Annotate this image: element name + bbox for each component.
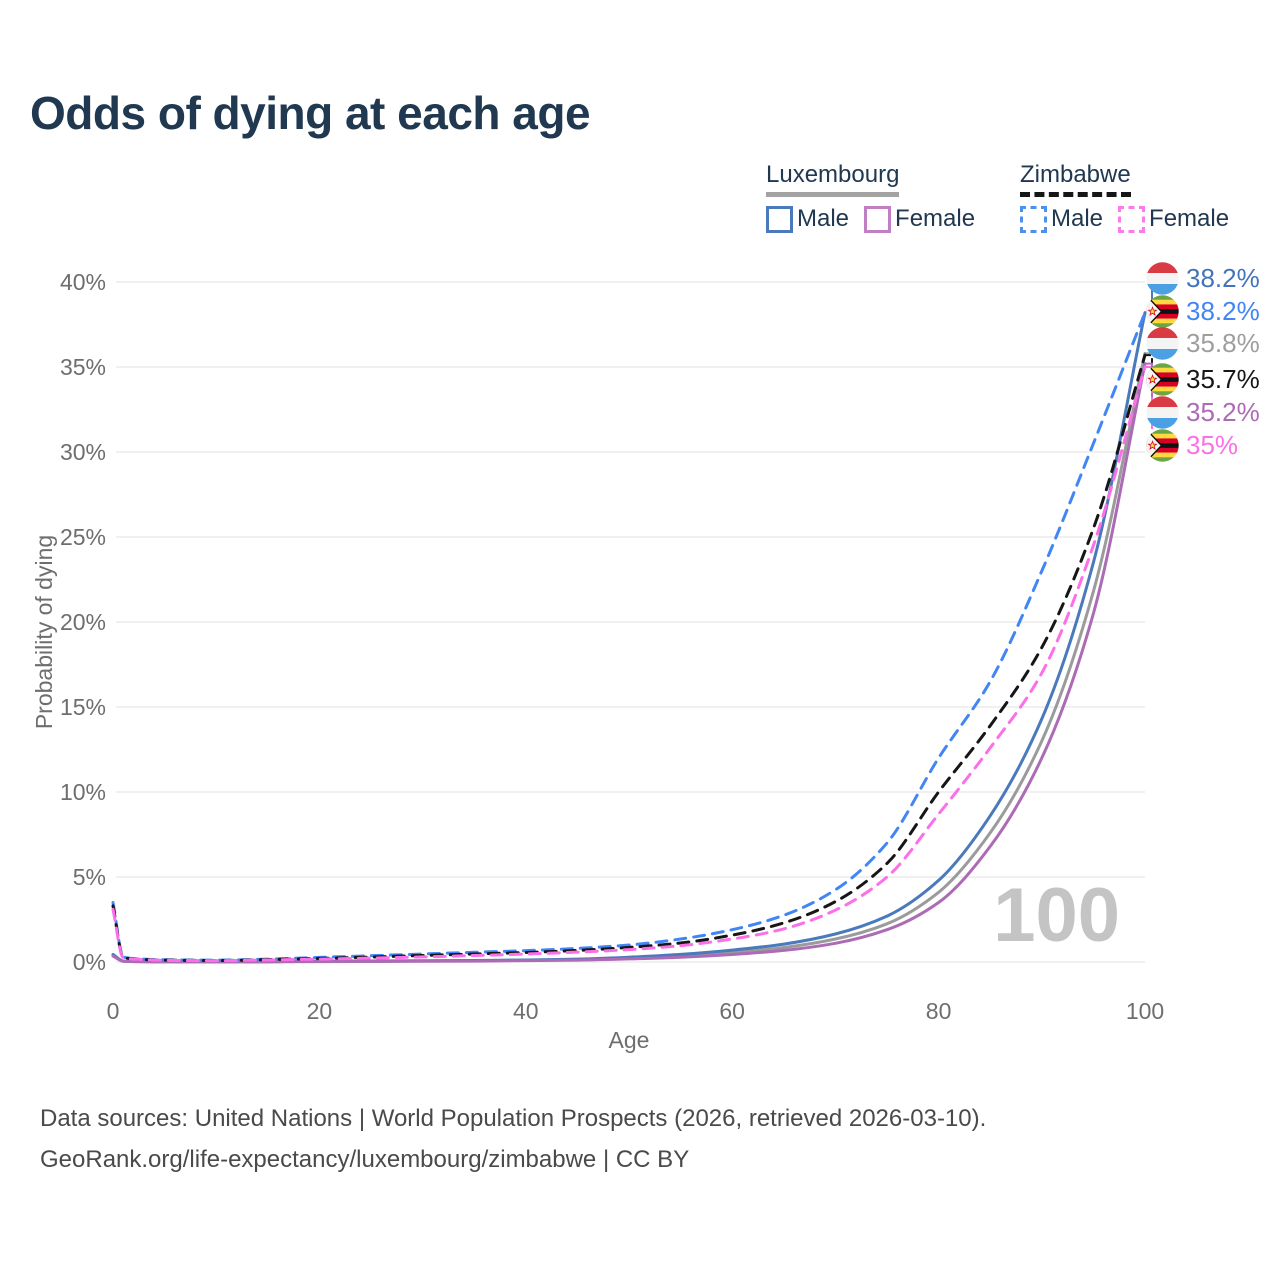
zimbabwe-flag-icon xyxy=(1146,428,1179,462)
end-label-zim_male: 38.2% xyxy=(1146,294,1260,328)
y-tick-35%: 35% xyxy=(60,354,106,380)
legend-group-zimbabwe: Zimbabwe Male Female xyxy=(1020,162,1229,233)
end-label-value-lux_total: 35.8% xyxy=(1186,327,1260,358)
legend-label-zimbabwe-male: Male xyxy=(1051,205,1104,232)
series-line-zim_male xyxy=(111,311,1147,962)
x-tick-0: 0 xyxy=(107,998,120,1024)
series-line-lux_total xyxy=(111,351,1147,964)
end-label-zim_female: 35% xyxy=(1146,428,1239,462)
y-tick-30%: 30% xyxy=(60,439,106,465)
luxembourg-flag-icon xyxy=(1146,326,1179,360)
legend-swatch-zimbabwe-female xyxy=(1118,205,1146,233)
footer-data-sources: Data sources: United Nations | World Pop… xyxy=(40,1105,987,1132)
legend-country-luxembourg: Luxembourg xyxy=(766,162,900,197)
luxembourg-flag-icon xyxy=(1146,261,1179,295)
legend-label-luxembourg-female: Female xyxy=(895,205,976,232)
end-label-lux_total: 35.8% xyxy=(1146,326,1260,360)
legend-swatch-zimbabwe-male xyxy=(1020,205,1047,233)
end-label-lux_male: 38.2% xyxy=(1146,261,1260,295)
legend-group-luxembourg: Luxembourg Male Female xyxy=(766,162,975,233)
legend-item-zimbabwe-female[interactable]: Female xyxy=(1118,205,1229,233)
legend-item-luxembourg-male[interactable]: Male xyxy=(766,205,849,233)
legend-items-luxembourg: Male Female xyxy=(766,205,975,233)
x-tick-60: 60 xyxy=(719,998,745,1024)
series-line-zim_total xyxy=(111,353,1147,963)
legend-item-luxembourg-female[interactable]: Female xyxy=(864,205,975,233)
leader-line-zim_total xyxy=(1146,354,1157,380)
chart-canvas: 0% 5% 10% 15% 20% 25% 30% 35% 40% 0 20 40 60 80 100 Pro… xyxy=(31,269,1164,1053)
zimbabwe-flag-icon xyxy=(1146,294,1179,328)
y-tick-0%: 0% xyxy=(73,949,106,975)
end-label-value-zim_female: 35% xyxy=(1186,429,1239,460)
footer-attribution: GeoRank.org/life-expectancy/luxembourg/z… xyxy=(40,1146,690,1173)
legend-items-zimbabwe: Male Female xyxy=(1020,205,1229,233)
legend-country-zimbabwe: Zimbabwe xyxy=(1020,162,1131,197)
legend-label-zimbabwe-female: Female xyxy=(1149,205,1230,232)
end-label-value-lux_female: 35.2% xyxy=(1186,396,1260,427)
series-line-lux_male xyxy=(111,311,1147,964)
page-title: Odds of dying at each age xyxy=(30,87,591,139)
series-line-zim_female xyxy=(111,365,1147,963)
end-label-value-zim_total: 35.7% xyxy=(1186,363,1260,394)
footer: Data sources: United Nations | World Pop… xyxy=(40,1098,986,1180)
end-label-lux_female: 35.2% xyxy=(1146,395,1260,429)
x-tick-80: 80 xyxy=(926,998,952,1024)
legend-swatch-luxembourg-female xyxy=(864,205,892,233)
zimbabwe-flag-icon xyxy=(1146,362,1179,396)
watermark-age-100: 100 xyxy=(993,873,1120,958)
y-tick-25%: 25% xyxy=(60,524,106,550)
x-tick-100: 100 xyxy=(1126,998,1164,1024)
legend-label-luxembourg-male: Male xyxy=(797,205,850,232)
y-tick-40%: 40% xyxy=(60,269,106,295)
legend-item-zimbabwe-male[interactable]: Male xyxy=(1020,205,1103,233)
legend-swatch-luxembourg-male xyxy=(766,205,793,233)
x-axis-title: Age xyxy=(609,1027,650,1053)
end-label-value-zim_male: 38.2% xyxy=(1186,295,1260,326)
end-label-value-lux_male: 38.2% xyxy=(1186,262,1260,293)
y-tick-5%: 5% xyxy=(73,864,106,890)
x-tick-40: 40 xyxy=(513,998,539,1024)
series-line-lux_female xyxy=(111,362,1147,964)
luxembourg-flag-icon xyxy=(1146,395,1179,429)
y-tick-10%: 10% xyxy=(60,779,106,805)
y-tick-20%: 20% xyxy=(60,609,106,635)
y-axis-title: Probability of dying xyxy=(31,535,57,729)
y-tick-15%: 15% xyxy=(60,694,106,720)
end-label-zim_total: 35.7% xyxy=(1146,362,1260,396)
x-tick-20: 20 xyxy=(307,998,333,1024)
